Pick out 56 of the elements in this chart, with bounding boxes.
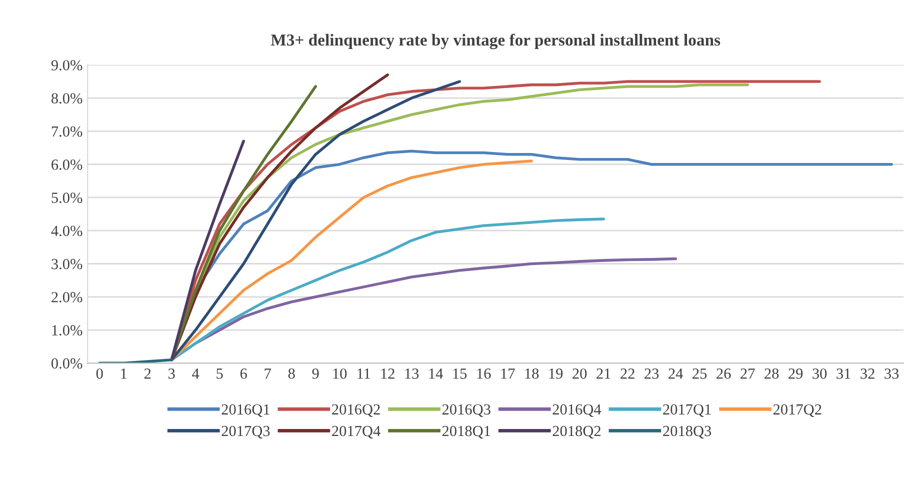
y-tick-label: 8.0% xyxy=(51,93,82,104)
x-tick-label: 9 xyxy=(312,368,319,379)
y-tick-label: 6.0% xyxy=(52,159,82,170)
x-tick-label: 1 xyxy=(121,368,126,379)
y-tick-label: 7.0% xyxy=(52,126,82,137)
x-tick-label: 30 xyxy=(812,368,827,379)
x-tick-label: 28 xyxy=(764,368,779,379)
x-tick-label: 19 xyxy=(549,368,563,379)
legend-label: 2016Q1 xyxy=(222,404,270,417)
x-tick-label: 32 xyxy=(860,368,874,379)
legend-label: 2016Q2 xyxy=(332,404,380,417)
x-tick-label: 10 xyxy=(333,368,347,379)
y-tick-label: 2.0% xyxy=(52,292,82,302)
x-tick-label: 12 xyxy=(381,368,394,379)
legend-label: 2016Q4 xyxy=(552,404,602,417)
x-tick-label: 23 xyxy=(644,368,659,379)
x-tick-label: 21 xyxy=(596,368,610,379)
legend-label: 2016Q3 xyxy=(442,404,490,417)
y-tick-label: 1.0% xyxy=(52,325,82,336)
x-tick-label: 7 xyxy=(264,368,271,379)
x-tick-label: 13 xyxy=(405,368,419,379)
y-tick-label: 5.0% xyxy=(52,192,82,203)
x-tick-label: 11 xyxy=(358,368,370,379)
x-tick-label: 5 xyxy=(216,368,223,379)
legend-label: 2018Q3 xyxy=(663,426,712,439)
y-tick-label: 0.0% xyxy=(51,358,82,369)
x-tick-label: 24 xyxy=(668,368,683,379)
x-tick-label: 15 xyxy=(453,368,467,379)
x-tick-label: 33 xyxy=(884,368,899,379)
x-tick-label: 4 xyxy=(192,368,200,379)
x-tick-label: 8 xyxy=(288,368,295,379)
x-tick-label: 16 xyxy=(477,368,491,379)
x-tick-label: 26 xyxy=(716,368,731,379)
legend-label: 2017Q1 xyxy=(663,404,711,417)
x-tick-label: 18 xyxy=(525,368,539,379)
x-tick-label: 3 xyxy=(168,368,175,379)
chart-title: M3+ delinquency rate by vintage for personal installment loans xyxy=(270,34,720,50)
x-tick-label: 0 xyxy=(96,368,103,379)
y-tick-label: 4.0% xyxy=(51,226,82,236)
legend-label: 2017Q3 xyxy=(222,426,270,439)
x-tick-label: 29 xyxy=(788,368,803,379)
x-tick-label: 14 xyxy=(429,368,443,379)
y-tick-label: 3.0% xyxy=(52,258,82,270)
x-tick-label: 22 xyxy=(620,368,634,379)
y-tick-label: 9.0% xyxy=(51,60,82,70)
x-tick-label: 20 xyxy=(572,368,587,379)
x-tick-label: 6 xyxy=(240,368,247,379)
legend-label: 2018Q1 xyxy=(442,426,490,439)
x-tick-label: 31 xyxy=(836,368,850,379)
x-tick-label: 25 xyxy=(692,368,707,379)
legend-label: 2017Q2 xyxy=(773,404,822,417)
legend-label: 2017Q4 xyxy=(332,426,380,439)
legend-label: 2018Q2 xyxy=(552,426,600,439)
x-tick-label: 17 xyxy=(501,368,515,379)
x-tick-label: 2 xyxy=(144,368,151,379)
x-tick-label: 27 xyxy=(740,368,755,379)
